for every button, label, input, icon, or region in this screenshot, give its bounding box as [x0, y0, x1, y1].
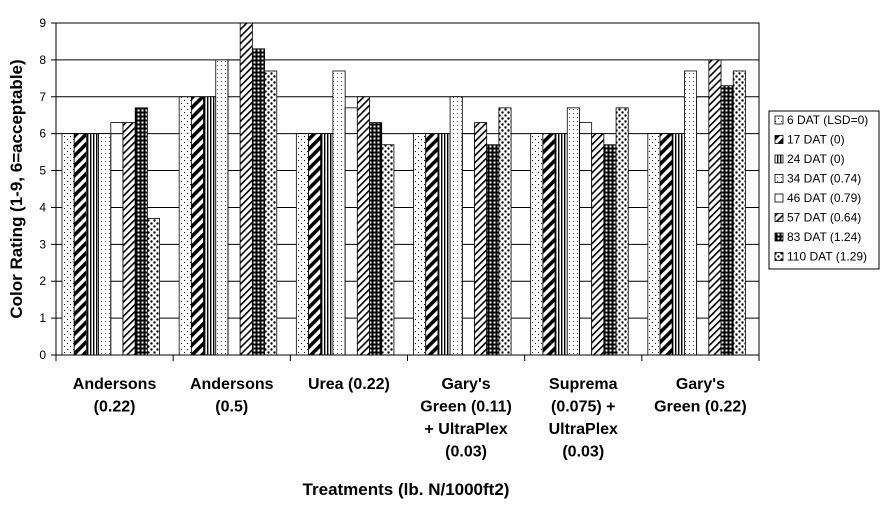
bar [308, 133, 322, 356]
y-tick-label: 5 [39, 164, 46, 178]
y-tick-label: 0 [39, 348, 46, 362]
bar [264, 70, 278, 356]
legend-label: 110 DAT (1.29) [787, 250, 867, 264]
category-label: Green (0.22) [654, 399, 746, 416]
legend-swatch [774, 252, 784, 261]
category-label: (0.03) [445, 444, 487, 461]
bar [203, 96, 217, 356]
category-label: Andersons [190, 376, 274, 393]
legend-swatch [774, 135, 784, 144]
category-label: UltraPlex [549, 421, 618, 438]
category-label: (0.03) [562, 444, 604, 461]
legend-label: 83 DAT (1.24) [787, 230, 861, 244]
bar [86, 133, 100, 356]
category-label: Green (0.11) [420, 399, 512, 416]
bar [615, 107, 629, 356]
y-tick-label: 6 [39, 127, 46, 141]
legend-swatch [774, 213, 784, 222]
category-label: Suprema [549, 376, 618, 393]
bar [603, 144, 617, 356]
legend-label: 17 DAT (0) [787, 133, 845, 147]
bar [190, 96, 204, 356]
bar [381, 144, 395, 356]
y-tick-label: 8 [39, 53, 46, 67]
bar [320, 133, 334, 356]
category-label: + UltraPlex [425, 421, 508, 438]
legend-swatch [774, 174, 784, 183]
bar [413, 133, 427, 356]
bar [579, 122, 593, 356]
bar [356, 96, 370, 356]
bar [486, 144, 500, 356]
bar [295, 133, 309, 356]
y-tick-label: 4 [39, 200, 46, 214]
legend-frame [768, 110, 880, 270]
y-tick-label: 2 [39, 274, 46, 288]
y-tick-label: 3 [39, 237, 46, 251]
bar [425, 133, 439, 356]
category-labels: Andersons (0.22) Andersons (0.5) Urea (0.22)… [73, 376, 747, 461]
y-tick-label: 7 [39, 90, 46, 104]
x-axis-title: Treatments (lb. N/1000ft2) [303, 480, 510, 499]
bar [684, 70, 698, 356]
bar [732, 70, 746, 356]
bar [110, 122, 124, 356]
bar [659, 133, 673, 356]
legend-label: 57 DAT (0.64) [787, 211, 861, 225]
bar [696, 96, 710, 356]
bar [474, 122, 488, 356]
bar [178, 96, 192, 356]
bar [61, 133, 75, 356]
bar [146, 218, 160, 356]
bar [73, 133, 87, 356]
bar [708, 59, 722, 356]
legend-label: 34 DAT (0.74) [787, 172, 861, 186]
bar [591, 133, 605, 356]
category-label: (0.5) [215, 399, 248, 416]
bar [566, 107, 580, 356]
y-ticks: 0 1 2 3 4 5 6 7 8 9 [39, 16, 46, 362]
bar [554, 133, 568, 356]
legend-label: 24 DAT (0) [787, 152, 845, 166]
y-tick-label: 1 [39, 311, 46, 325]
bar [720, 85, 734, 356]
plot-area-frame [55, 22, 760, 356]
y-tick-label: 9 [39, 16, 46, 30]
bar [369, 122, 383, 356]
bar [98, 133, 112, 356]
legend-label: 46 DAT (0.79) [787, 191, 861, 205]
bar [671, 133, 685, 356]
legend-swatch [774, 154, 784, 164]
bar [530, 133, 544, 356]
legend-swatch [774, 232, 784, 242]
category-label: Gary's [441, 376, 490, 393]
category-label: Gary's [676, 376, 725, 393]
category-label: (0.075) + [551, 399, 615, 416]
bar [215, 59, 229, 356]
category-label: Andersons [73, 376, 157, 393]
y-axis-title: Color Rating (1-9, 6=acceptable) [7, 59, 26, 318]
bar [498, 107, 512, 356]
bar [239, 22, 253, 356]
category-label: Urea (0.22) [308, 376, 390, 393]
legend: 6 DAT (LSD=0) 17 DAT (0) 24 DAT (0) 34 DAT … [768, 110, 880, 270]
bar [134, 107, 148, 356]
bar [542, 133, 556, 356]
bar [647, 133, 661, 356]
legend-swatch [774, 115, 784, 125]
bar [122, 122, 136, 356]
bar [449, 96, 463, 356]
bar [251, 48, 265, 356]
bars [61, 22, 746, 356]
category-label: (0.22) [94, 399, 136, 416]
legend-swatch [774, 193, 784, 203]
bar [332, 70, 346, 356]
legend-label: 6 DAT (LSD=0) [787, 113, 868, 127]
bar [437, 133, 451, 356]
